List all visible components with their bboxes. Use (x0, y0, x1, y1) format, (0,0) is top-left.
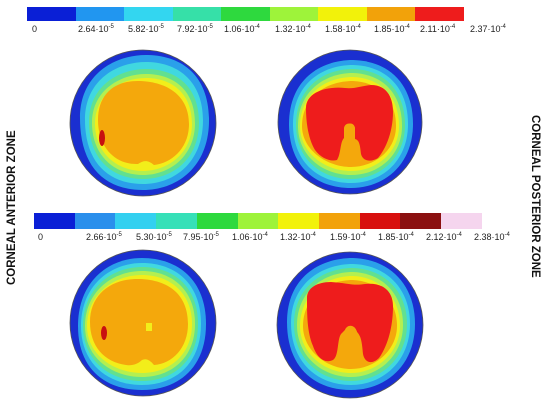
colorbar-tick-label: 2.64·10-5 (78, 24, 114, 34)
colorbar-tick-label: 2.12·10-4 (426, 232, 462, 242)
colorbar-segment (319, 213, 360, 229)
colorbar-tick-label: 5.30·10-5 (136, 232, 172, 242)
colorbar-segment (278, 213, 320, 229)
colorbar-tick-label: 2.37·10-4 (470, 24, 506, 34)
colorbar-segment (400, 213, 442, 229)
colorbar-segment (34, 213, 75, 229)
colorbar-segment (75, 7, 125, 21)
colorbar-tick-label: 2.38·10-4 (474, 232, 510, 242)
colorbar-top (27, 7, 464, 21)
colorbar-tick-label: 1.32·10-4 (275, 24, 311, 34)
colorbar-tick-label: 5.82·10-5 (128, 24, 164, 34)
colorbar-segment (27, 7, 76, 21)
colorbar-segment (237, 213, 279, 229)
cornea-map-top-left (69, 49, 217, 197)
colorbar-tick-label: 7.92·10-5 (177, 24, 213, 34)
colorbar-segment (196, 213, 238, 229)
colorbar-tick-label: 1.06·10-4 (224, 24, 260, 34)
colorbar-segment (221, 7, 270, 21)
colorbar-tick-label: 1.85·10-4 (378, 232, 414, 242)
colorbar-tick-label: 1.85·10-4 (374, 24, 410, 34)
colorbar-tick-label: 1.59·10-4 (330, 232, 366, 242)
cornea-map-bottom-right (276, 251, 424, 399)
corneal-anterior-zone-label: CORNEAL ANTERIOR ZONE (6, 130, 18, 285)
colorbar-tick-label: 7.95·10-5 (183, 232, 219, 242)
colorbar-tick-label: 0 (32, 24, 38, 34)
colorbar-segment (74, 213, 116, 229)
cornea-map-top-right (277, 49, 423, 195)
colorbar-segment (269, 7, 319, 21)
colorbar-tick-label: 1.32·10-4 (280, 232, 316, 242)
colorbar-segment (441, 213, 482, 229)
colorbar-segment (366, 7, 416, 21)
colorbar-segment (415, 7, 464, 21)
colorbar-segment (359, 213, 401, 229)
colorbar-segment (115, 213, 157, 229)
colorbar-segment (318, 7, 367, 21)
colorbar-segment (172, 7, 222, 21)
cornea-map-bottom-left (69, 249, 217, 397)
corneal-posterior-zone-label: CORNEAL POSTERIOR ZONE (529, 115, 541, 278)
colorbar-segment (156, 213, 197, 229)
colorbar-tick-label: 2.66·10-5 (86, 232, 122, 242)
colorbar-tick-label: 2.11·10-4 (420, 24, 456, 34)
colorbar-bottom (34, 213, 482, 229)
colorbar-tick-label: 0 (38, 232, 44, 242)
colorbar-tick-label: 1.58·10-4 (325, 24, 361, 34)
colorbar-segment (124, 7, 173, 21)
colorbar-tick-label: 1.06·10-4 (232, 232, 268, 242)
